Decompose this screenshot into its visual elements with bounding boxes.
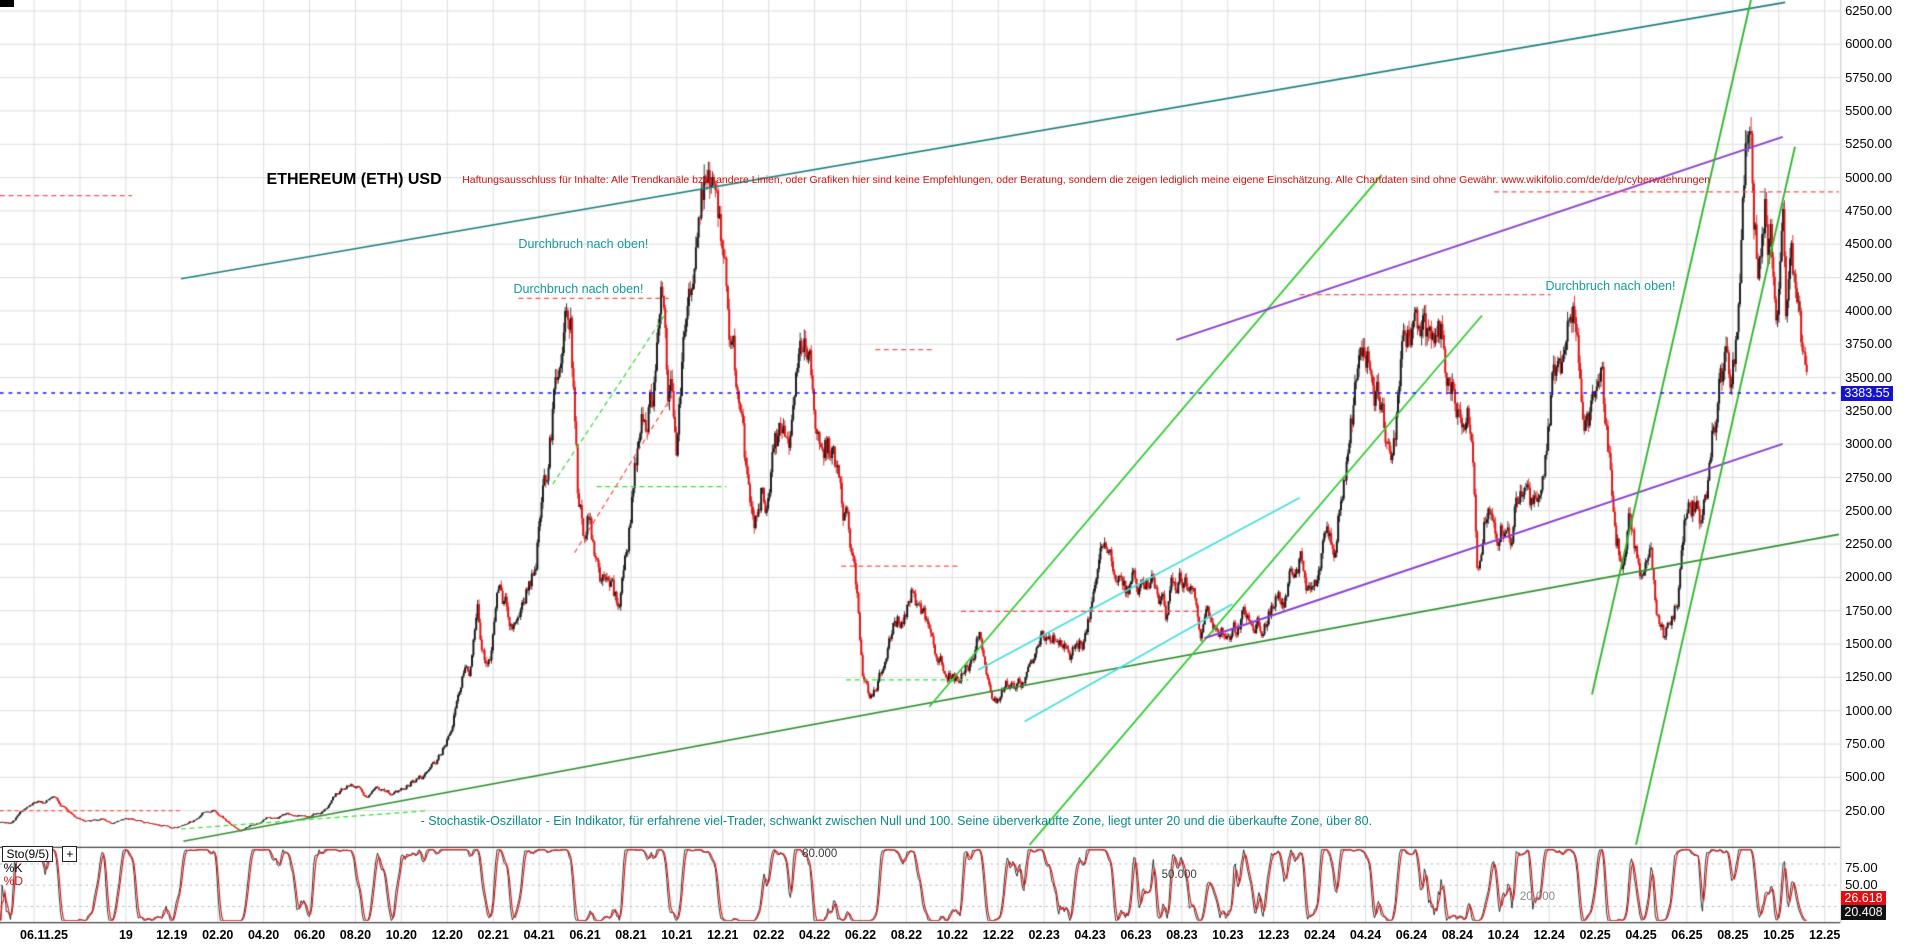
add-indicator-button[interactable]: + xyxy=(62,846,78,863)
disclaimer-text: Haftungsausschluss für Inhalte: Alle Tre… xyxy=(462,173,1711,186)
corner-mark xyxy=(0,0,14,7)
breakout-annotation-2: Durchbruch nach oben! xyxy=(513,282,644,297)
stochastic-description: - Stochastik-Oszillator - Ein Indikator,… xyxy=(420,814,1373,829)
stochastic-k-tag: 20.408 xyxy=(1841,905,1886,921)
breakout-annotation-3: Durchbruch nach oben! xyxy=(1545,278,1676,293)
percent-k-label: %K xyxy=(3,861,23,876)
breakout-annotation-1: Durchbruch nach oben! xyxy=(518,237,649,252)
chart-title: ETHEREUM (ETH) USD xyxy=(266,171,442,189)
percent-d-label: %D xyxy=(3,874,23,889)
current-price-tag: 3383.55 xyxy=(1841,385,1893,401)
stochastic-d-tag: 26.618 xyxy=(1841,891,1886,907)
stochastic-indicator-label[interactable]: Sto(9/5) xyxy=(2,846,54,863)
